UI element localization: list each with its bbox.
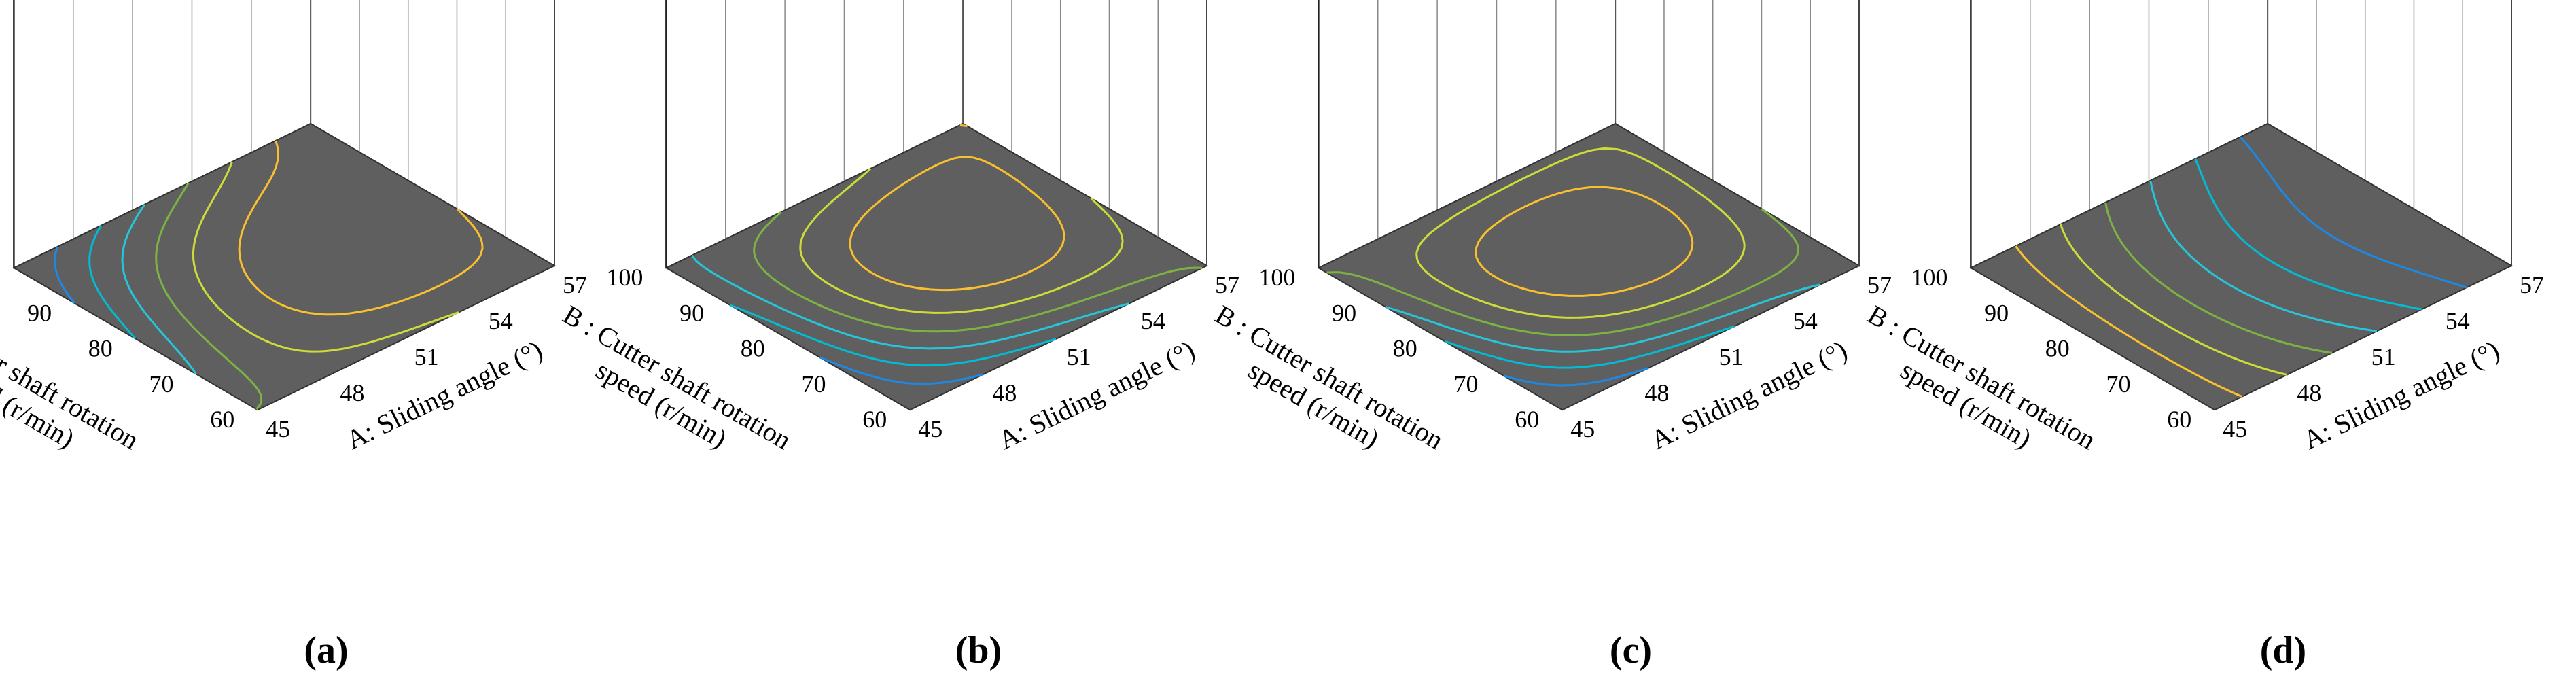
- b-axis-title: B : Cutter shaft rotationspeed (r/min): [1195, 299, 1449, 483]
- back-walls: [665, 0, 1207, 269]
- contour-floor: [665, 122, 1209, 411]
- a-tick-label: 57: [1215, 271, 1239, 298]
- chart-panel: 2.533.544.5MRBS (%)607080901004548515457…: [1195, 0, 1892, 671]
- contour-line: [2239, 136, 2467, 289]
- contour-line: [729, 304, 1057, 367]
- a-tick-label: 48: [992, 379, 1017, 406]
- a-tick-label: 45: [918, 415, 942, 442]
- a-tick-label: 48: [2297, 379, 2321, 406]
- b-tick-label: 70: [802, 370, 826, 398]
- b-tick-labels: 60 70 80 90 100: [606, 264, 887, 433]
- a-tick-label: 48: [1644, 379, 1669, 406]
- b-tick-label: 80: [2045, 335, 2070, 362]
- contour-line: [1503, 367, 1649, 387]
- contour-line: [155, 182, 263, 410]
- a-tick-label: 54: [2446, 307, 2470, 334]
- a-tick-label: 51: [2371, 343, 2396, 370]
- b-tick-label: 90: [680, 299, 704, 326]
- contour-lines: [1326, 147, 1821, 387]
- a-tick-label: 57: [563, 271, 587, 298]
- a-tick-label: 45: [1570, 415, 1595, 442]
- a-tick-label: 51: [1719, 343, 1744, 370]
- a-tick-label: 57: [1867, 271, 1892, 298]
- contour-line: [192, 161, 459, 353]
- panel-label: (c): [1610, 629, 1652, 671]
- contour-line: [2194, 158, 2422, 311]
- b-tick-label: 80: [88, 335, 113, 362]
- panel-label: (d): [2260, 629, 2306, 671]
- b-tick-label: 70: [149, 370, 174, 398]
- axis-frame: [665, 0, 1207, 268]
- contour-floor: [1969, 122, 2513, 411]
- b-tick-label: 70: [2106, 370, 2131, 398]
- b-tick-label: 90: [1984, 299, 2009, 326]
- contour-floor: [1317, 122, 1861, 411]
- a-tick-label: 54: [1793, 307, 1818, 334]
- a-tick-labels: 45 48 51 54 57: [1570, 271, 1892, 442]
- contour-line: [849, 124, 1065, 292]
- a-tick-label: 51: [1067, 343, 1091, 370]
- panel-label: (b): [955, 629, 1002, 671]
- axis-frame: [1318, 0, 1860, 268]
- contour-line: [819, 356, 984, 385]
- back-walls: [1318, 0, 1860, 269]
- contour-line: [238, 140, 484, 316]
- contour-line: [2015, 245, 2243, 398]
- contour-lines: [54, 140, 484, 410]
- a-tick-label: 45: [266, 415, 290, 442]
- chart-panel: 17.217.417.617.81818.2WRBS (mm)607080901…: [542, 0, 1239, 671]
- contour-line: [2149, 180, 2378, 332]
- b-tick-label: 80: [1393, 335, 1417, 362]
- contour-line: [1444, 325, 1735, 369]
- a-tick-label: 51: [414, 343, 439, 370]
- contour-line: [2104, 202, 2332, 354]
- b-tick-label: 100: [1258, 264, 1295, 291]
- contour-line: [1415, 147, 1746, 319]
- b-tick-label: 60: [2167, 406, 2191, 433]
- a-tick-label: 54: [1141, 307, 1165, 334]
- b-tick-label: 100: [1911, 264, 1947, 291]
- a-tick-labels: 45 48 51 54 57: [2223, 271, 2544, 442]
- panel-label: (a): [304, 629, 348, 671]
- chart-panel: 4.24.44.64.855.25.45.6SRBS (%)6070809010…: [1847, 0, 2544, 671]
- contour-line: [54, 246, 75, 304]
- contour-line: [799, 167, 1124, 314]
- contour-line: [691, 254, 1130, 350]
- b-tick-label: 60: [210, 406, 234, 433]
- contour-lines: [2015, 136, 2467, 398]
- b-tick-labels: 60 70 80 90 100: [1258, 264, 1539, 433]
- b-tick-label: 90: [27, 299, 52, 326]
- contour-line: [1385, 283, 1821, 353]
- a-tick-label: 54: [489, 307, 513, 334]
- a-tick-label: 45: [2223, 415, 2247, 442]
- b-tick-label: 80: [741, 335, 765, 362]
- contour-line: [2060, 224, 2288, 376]
- a-tick-labels: 45 48 51 54 57: [918, 271, 1239, 442]
- b-tick-labels: 60 70 80 90 100: [1911, 264, 2191, 433]
- axis-frame: [1970, 0, 2512, 268]
- a-tick-labels: 45 48 51 54 57: [266, 271, 587, 442]
- b-tick-label: 90: [1332, 299, 1356, 326]
- contour-line: [121, 203, 197, 375]
- axis-frame: [13, 0, 555, 268]
- b-axis-title: B : Cutter shaft rotationspeed (r/min): [1847, 299, 2101, 483]
- a-tick-label: 57: [2520, 271, 2544, 298]
- contour-line: [1326, 208, 1800, 336]
- chart-panel: 3.23.43.63.844.24.44.6TRBS (N)6070809010…: [0, 0, 587, 671]
- contour-line: [753, 211, 1203, 333]
- b-tick-label: 60: [1515, 406, 1539, 433]
- b-tick-label: 70: [1454, 370, 1479, 398]
- contour-line: [1475, 186, 1694, 297]
- b-tick-label: 100: [606, 264, 643, 291]
- a-tick-label: 48: [340, 379, 364, 406]
- contour-line: [88, 225, 137, 340]
- contour-lines: [691, 124, 1203, 385]
- b-tick-label: 60: [862, 406, 887, 433]
- b-axis-title: B : Cutter shaft rotationspeed (r/min): [542, 299, 796, 483]
